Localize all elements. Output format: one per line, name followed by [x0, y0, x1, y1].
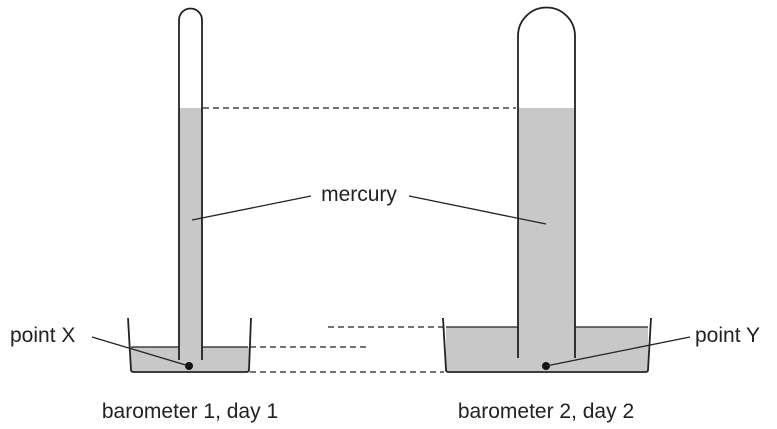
barometer-1 — [127, 7, 252, 373]
mercury-label: mercury — [321, 183, 397, 206]
tube-2-mercury — [518, 108, 575, 358]
point-y-label: point Y — [695, 324, 760, 347]
tube-2 — [517, 6, 576, 358]
mercury-leader-2 — [408, 195, 547, 225]
tube-1-mercury — [179, 108, 202, 360]
barometer-2 — [442, 6, 652, 373]
dish-1 — [127, 317, 252, 373]
tube-1 — [178, 7, 203, 360]
point-x-leader — [91, 336, 190, 367]
point-x-label: point X — [10, 324, 75, 347]
mercury-leader-1 — [191, 195, 312, 221]
dish-2 — [442, 317, 652, 373]
caption-barometer-2: barometer 2, day 2 — [458, 400, 634, 423]
point-y-leader — [545, 336, 691, 367]
caption-barometer-1: barometer 1, day 1 — [102, 400, 278, 423]
